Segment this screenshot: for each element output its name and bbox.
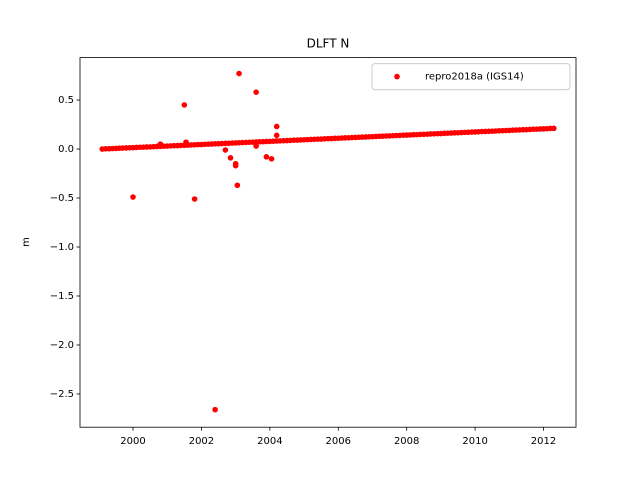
y-tick-label: 0.5: [58, 95, 74, 106]
point: [550, 125, 557, 132]
point: [227, 155, 234, 161]
point: [222, 147, 229, 153]
y-tick-label: −1.0: [50, 242, 74, 253]
point: [130, 194, 136, 200]
point: [273, 123, 280, 130]
point: [212, 406, 218, 413]
legend-box: [371, 63, 571, 91]
point: [191, 196, 198, 202]
point: [263, 154, 270, 160]
legend-marker: [394, 73, 400, 80]
y-tick-label: −1.5: [50, 291, 74, 302]
x-tick-label: 2000: [120, 436, 145, 447]
x-tick-label: 2008: [394, 436, 419, 447]
point: [181, 102, 188, 108]
point: [234, 182, 241, 189]
x-tick-label: 2012: [531, 436, 556, 447]
x-tick-label: 2010: [462, 436, 487, 447]
series: [99, 70, 557, 413]
point: [157, 141, 164, 147]
legend-label: repro2018a (IGS14): [425, 72, 524, 83]
plot-frame: [79, 57, 577, 428]
x-tick-label: 2002: [189, 436, 214, 447]
y-tick-label: −2.0: [50, 340, 74, 351]
point: [273, 132, 280, 139]
point: [236, 70, 242, 77]
y-tick-label: −0.5: [50, 193, 74, 204]
y-tick-label: 0.0: [58, 144, 74, 155]
y-tick-label: −2.5: [50, 389, 74, 400]
x-tick-label: 2006: [326, 436, 351, 447]
point: [232, 162, 239, 169]
point: [268, 156, 275, 162]
point: [183, 139, 189, 145]
point: [253, 89, 259, 95]
x-tick-label: 2004: [257, 436, 282, 447]
chart-title: DLFT N: [307, 37, 350, 51]
y-axis-label: m: [21, 237, 32, 247]
point: [253, 143, 259, 149]
